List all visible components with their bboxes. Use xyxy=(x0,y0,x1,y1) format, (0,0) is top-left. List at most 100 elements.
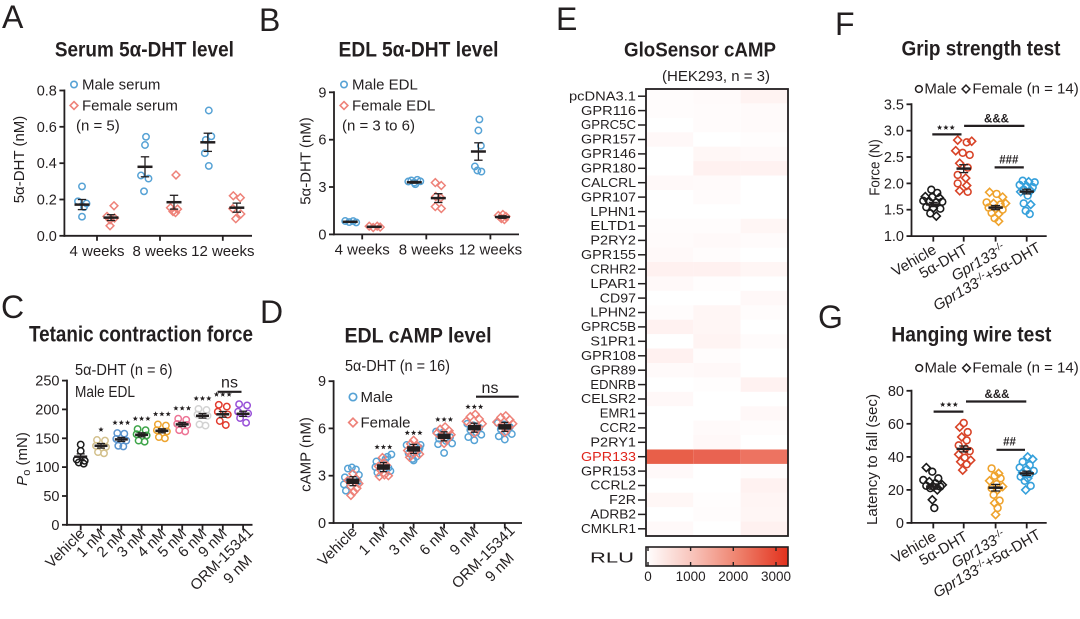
svg-text:E: E xyxy=(556,1,577,37)
svg-text:Female: Female xyxy=(361,415,411,432)
svg-text:ADRB2: ADRB2 xyxy=(590,508,636,522)
svg-text:CRHR2: CRHR2 xyxy=(590,262,636,276)
svg-text:Male: Male xyxy=(924,81,957,98)
svg-text:GPR146: GPR146 xyxy=(581,147,636,161)
svg-text:GPRC5C: GPRC5C xyxy=(581,118,636,132)
svg-text:8 weeks: 8 weeks xyxy=(399,241,454,258)
svg-text:Female (n = 14): Female (n = 14) xyxy=(972,360,1078,377)
svg-text:5α-DHT (n = 16): 5α-DHT (n = 16) xyxy=(345,358,450,375)
svg-text:RLU: RLU xyxy=(590,550,634,567)
svg-text:2.5: 2.5 xyxy=(884,150,904,166)
svg-text:3.0: 3.0 xyxy=(884,124,904,140)
svg-text:0: 0 xyxy=(51,518,59,534)
svg-text:3: 3 xyxy=(318,180,326,196)
svg-text:G: G xyxy=(818,299,843,335)
svg-text:GPR116: GPR116 xyxy=(581,104,636,118)
svg-text:0.8: 0.8 xyxy=(37,84,57,100)
svg-text:GPR133: GPR133 xyxy=(581,450,636,464)
svg-text:Tetanic contraction force: Tetanic contraction force xyxy=(29,321,253,346)
svg-text:5α-DHT (nM): 5α-DHT (nM) xyxy=(11,116,28,204)
svg-text:12 weeks: 12 weeks xyxy=(191,243,254,260)
svg-text:3.5: 3.5 xyxy=(884,97,904,113)
svg-text:CCRL2: CCRL2 xyxy=(590,479,636,493)
svg-text:8 weeks: 8 weeks xyxy=(132,243,187,260)
svg-text:50: 50 xyxy=(43,489,59,505)
svg-text:A: A xyxy=(2,0,24,35)
svg-text:0: 0 xyxy=(896,516,904,532)
svg-text:GloSensor cAMP: GloSensor cAMP xyxy=(624,40,776,62)
svg-text:150: 150 xyxy=(35,431,59,447)
svg-text:Hanging wire test: Hanging wire test xyxy=(891,322,1051,346)
svg-text:(n = 3 to 6): (n = 3 to 6) xyxy=(342,118,415,135)
svg-text:GPRC5B: GPRC5B xyxy=(581,320,636,334)
svg-text:F: F xyxy=(835,6,855,42)
svg-text:Serum 5α-DHT level: Serum 5α-DHT level xyxy=(55,39,234,62)
svg-text:EDL cAMP level: EDL cAMP level xyxy=(345,324,492,347)
svg-text:3000: 3000 xyxy=(761,569,791,584)
svg-text:CMKLR1: CMKLR1 xyxy=(581,522,636,536)
svg-text:0.0: 0.0 xyxy=(37,229,57,245)
svg-text:0.6: 0.6 xyxy=(37,120,57,136)
svg-text:Male: Male xyxy=(925,360,958,377)
svg-text:Female serum: Female serum xyxy=(82,98,178,115)
svg-text:pcDNA3.1: pcDNA3.1 xyxy=(569,89,636,103)
svg-text:Grip strength test: Grip strength test xyxy=(902,37,1061,61)
svg-text:GPR89: GPR89 xyxy=(590,363,636,377)
svg-text:B: B xyxy=(259,2,280,38)
svg-text:ns: ns xyxy=(482,380,499,397)
svg-text:12 weeks: 12 weeks xyxy=(459,241,522,258)
svg-text:4 weeks: 4 weeks xyxy=(69,243,124,260)
svg-text:0: 0 xyxy=(644,569,652,584)
svg-text:Male serum: Male serum xyxy=(82,77,160,94)
svg-text:Male EDL: Male EDL xyxy=(352,77,418,94)
svg-text:EDNRB: EDNRB xyxy=(590,378,636,392)
svg-text:CELSR2: CELSR2 xyxy=(581,392,636,406)
svg-text:(HEK293, n = 3): (HEK293, n = 3) xyxy=(662,68,770,85)
svg-text:200: 200 xyxy=(35,402,59,418)
svg-text:cAMP (nM): cAMP (nM) xyxy=(298,417,315,492)
svg-text:1.5: 1.5 xyxy=(884,203,904,219)
svg-text:100: 100 xyxy=(35,460,59,476)
svg-text:P2RY1: P2RY1 xyxy=(590,435,636,449)
svg-text:4 weeks: 4 weeks xyxy=(335,241,390,258)
svg-text:ns: ns xyxy=(221,375,238,392)
svg-text:Female (n = 14): Female (n = 14) xyxy=(972,81,1078,98)
svg-text:ELTD1: ELTD1 xyxy=(590,219,636,233)
svg-text:Male EDL: Male EDL xyxy=(75,384,135,401)
svg-text:&&&: &&& xyxy=(985,389,1010,401)
svg-text:##: ## xyxy=(1003,436,1016,448)
svg-text:9: 9 xyxy=(318,85,326,101)
svg-text:GPR157: GPR157 xyxy=(581,133,636,147)
svg-text:40: 40 xyxy=(888,450,904,466)
svg-text:EMR1: EMR1 xyxy=(600,407,636,421)
svg-text:F2R: F2R xyxy=(609,493,636,507)
svg-text:Female EDL: Female EDL xyxy=(352,98,435,115)
svg-text:5α-DHT (n = 6): 5α-DHT (n = 6) xyxy=(75,362,173,379)
svg-text:D: D xyxy=(260,294,283,330)
svg-text:80: 80 xyxy=(888,384,904,400)
svg-text:5α-DHT (nM): 5α-DHT (nM) xyxy=(298,117,315,205)
svg-text:250: 250 xyxy=(35,374,59,390)
svg-text:(n = 5): (n = 5) xyxy=(76,118,120,135)
svg-text:0.4: 0.4 xyxy=(37,156,57,172)
svg-text:2.0: 2.0 xyxy=(884,176,904,192)
svg-text:Po (mN): Po (mN) xyxy=(14,432,33,486)
svg-text:CCR2: CCR2 xyxy=(600,421,636,435)
svg-text:GPR107: GPR107 xyxy=(581,190,636,204)
svg-text:0: 0 xyxy=(318,516,326,532)
svg-text:S1PR1: S1PR1 xyxy=(590,335,636,349)
svg-text:20: 20 xyxy=(888,483,904,499)
svg-text:Latency to fall (sec): Latency to fall (sec) xyxy=(864,394,881,525)
svg-text:GPR153: GPR153 xyxy=(581,464,636,478)
svg-text:P2RY2: P2RY2 xyxy=(590,234,636,248)
svg-text:1000: 1000 xyxy=(676,569,706,584)
svg-text:0.2: 0.2 xyxy=(37,192,57,208)
svg-text:6: 6 xyxy=(318,421,326,437)
svg-text:GPR155: GPR155 xyxy=(581,248,636,262)
svg-text:LPAR1: LPAR1 xyxy=(590,277,636,291)
svg-text:1.0: 1.0 xyxy=(884,229,904,245)
svg-text:Force (N): Force (N) xyxy=(867,139,884,196)
svg-text:6: 6 xyxy=(318,133,326,149)
svg-text:C: C xyxy=(1,289,24,325)
svg-text:2000: 2000 xyxy=(718,569,748,584)
